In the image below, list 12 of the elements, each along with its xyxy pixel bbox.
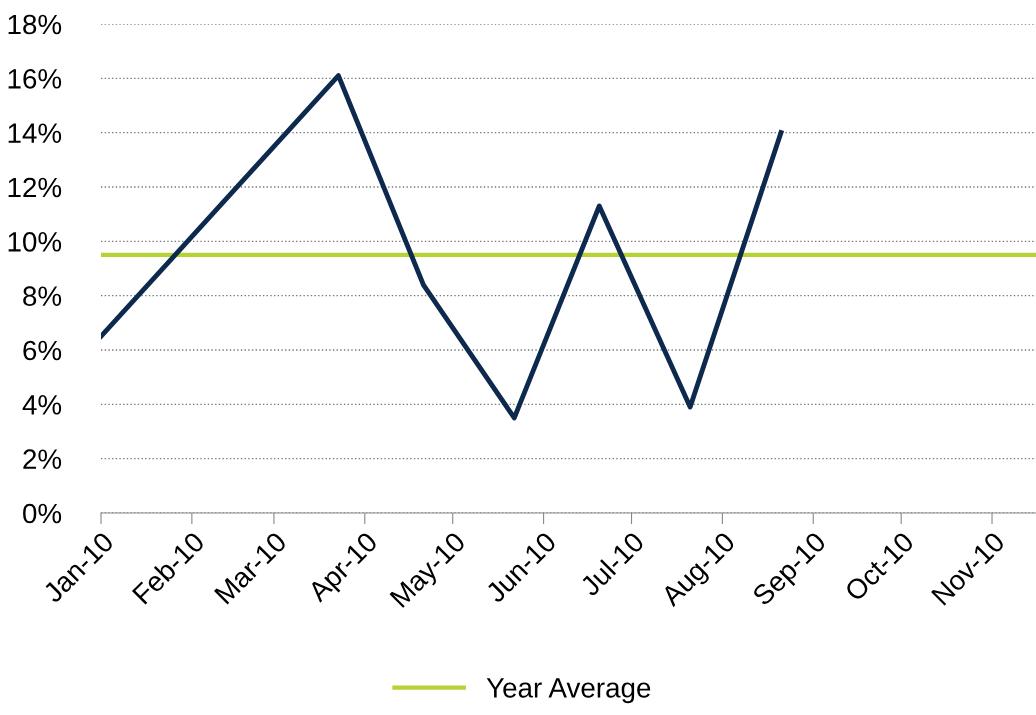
y-tick-label: 2% [23,449,62,469]
y-tick-label: 18% [8,14,62,35]
y-tick-label: 16% [8,69,62,89]
y-tick-label: 10% [8,232,62,252]
y-tick-label: 4% [22,395,62,415]
y-tick-label: 14% [8,123,62,143]
y-tick-label: 6% [23,340,62,361]
legend-label: Year Average [486,678,651,704]
y-tick-label: 0% [23,503,62,524]
y-tick-label: 12% [8,177,62,198]
y-tick-label: 8% [23,286,62,307]
line-series [101,73,784,421]
